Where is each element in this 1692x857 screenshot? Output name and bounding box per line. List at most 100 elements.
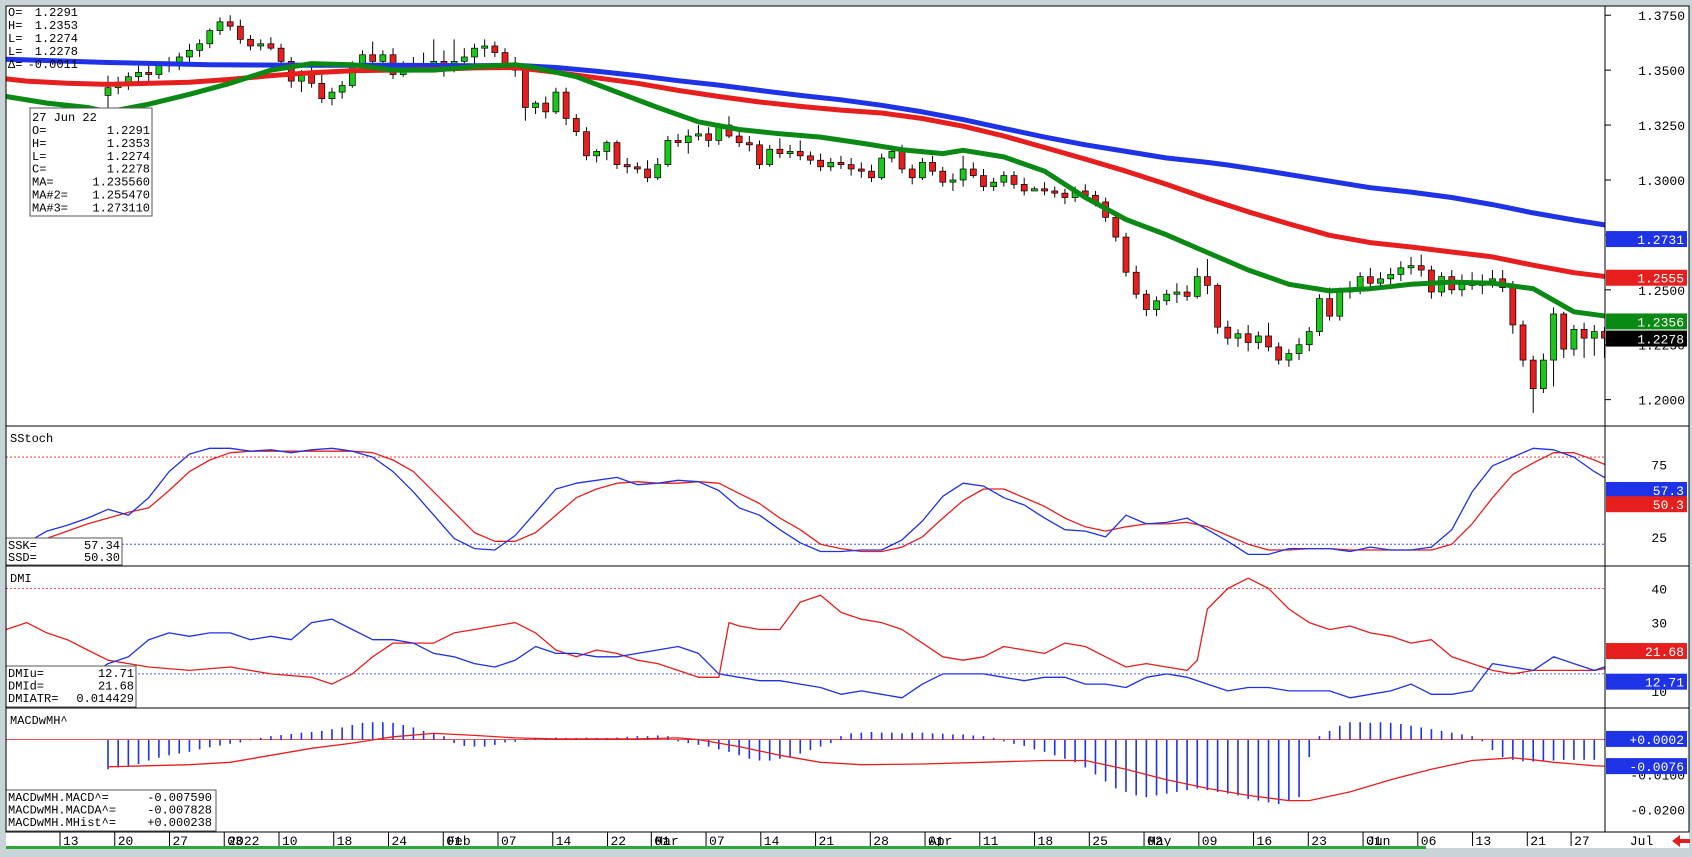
info-box-label: C=: [32, 163, 46, 177]
x-tick-label: 22: [611, 834, 627, 849]
candle-down: [287, 61, 295, 82]
macd-marker-1: -0.0076: [1629, 760, 1684, 775]
macd-readout-value: -0.007828: [147, 804, 212, 818]
candle-up: [196, 43, 203, 51]
x-month-label: 2022: [228, 834, 259, 849]
x-month-label: Mar: [655, 834, 678, 849]
info-box: [29, 107, 153, 217]
stoch-readout-label: SSD=: [8, 551, 37, 565]
x-tick-label: 28: [873, 834, 889, 849]
candle-down: [1143, 293, 1150, 310]
scroll-arrow-icon: [1672, 835, 1690, 847]
candle-down: [1112, 216, 1120, 238]
dmi-readout-label: DMIATR=: [8, 692, 58, 706]
stoch-marker-1: 50.3: [1653, 498, 1684, 513]
candle-down: [572, 118, 580, 132]
info-box-label: MA#3=: [32, 201, 68, 215]
candle-down: [522, 69, 529, 108]
readout-label: H=: [8, 19, 22, 33]
info-box-value: 1.2353: [107, 137, 150, 151]
candle-down: [308, 74, 315, 84]
info-box-value: 1.255470: [92, 189, 150, 203]
candle-down: [1204, 276, 1211, 286]
info-box-date: 27 Jun 22: [32, 111, 97, 125]
readout-value: 1.2353: [35, 19, 78, 33]
info-box-label: MA=: [32, 176, 54, 190]
candle-up: [1193, 276, 1201, 297]
candle-down: [1224, 326, 1232, 339]
chart-frame: [5, 5, 1690, 833]
dmi-readout-value: 12.71: [98, 667, 134, 681]
candle-down: [1132, 271, 1140, 295]
info-box-label: L=: [32, 150, 46, 164]
candle-up: [1254, 335, 1262, 343]
candle-down: [847, 164, 855, 170]
stoch-d-line: [6, 450, 1605, 553]
candle-down: [1417, 265, 1425, 271]
candle-down: [1265, 335, 1272, 348]
macd-readout-label: MACDwMH.MHist^=: [8, 816, 116, 830]
dmi-tick-label: 40: [1651, 582, 1667, 597]
bottom-strip: [6, 846, 1426, 849]
candle-down: [562, 91, 570, 119]
readout-label: L=: [8, 32, 22, 46]
candle-up: [878, 157, 886, 179]
macd-tick-label: -0.0200: [1630, 803, 1685, 818]
x-month-label: Jul: [1630, 834, 1654, 849]
candle-up: [888, 151, 896, 159]
candle-up: [684, 135, 692, 143]
macd-readout-box: [5, 789, 217, 832]
candle-down: [236, 25, 244, 40]
axis-background: [1605, 6, 1689, 832]
dmi-readout-value: 21.68: [98, 680, 134, 694]
stoch-readout-value: 50.30: [84, 551, 120, 565]
x-tick-label: 21: [1530, 834, 1546, 849]
price-marker-3: 1.2278: [1637, 333, 1684, 348]
macd-marker-0: +0.0002: [1629, 733, 1684, 748]
candle-down: [969, 168, 977, 176]
candle-up: [135, 71, 142, 78]
candle-up: [1550, 313, 1557, 361]
stoch-k-line: [6, 447, 1605, 556]
candle-up: [664, 140, 672, 165]
macd-readout-value: +0.000238: [147, 816, 212, 830]
candle-up: [206, 30, 214, 45]
candle-down: [277, 47, 285, 62]
x-tick-label: 13: [1476, 834, 1492, 849]
candle-up: [1295, 344, 1303, 354]
candle-down: [369, 54, 377, 62]
macd-readout-value: -0.007590: [147, 791, 212, 805]
macd-marker-0-box: [1606, 730, 1687, 747]
ma2-line: [6, 65, 1605, 280]
candle-up: [471, 47, 478, 58]
candle-down: [1509, 287, 1517, 326]
candle-up: [766, 148, 774, 165]
x-axis-band: [6, 832, 1689, 848]
candle-up: [328, 91, 336, 100]
stoch-tick-label: 75: [1651, 458, 1667, 473]
candle-up: [257, 43, 265, 47]
candle-down: [1010, 175, 1018, 185]
candle-down: [542, 102, 550, 113]
candle-down: [776, 148, 784, 154]
candle-down: [583, 131, 590, 157]
candle-down: [1122, 236, 1130, 273]
x-tick-label: 18: [1038, 834, 1054, 849]
candle-down: [267, 43, 275, 49]
candle-down: [1326, 298, 1333, 317]
stoch-tick-label: 25: [1651, 531, 1667, 546]
x-tick-label: 10: [282, 834, 298, 849]
readout-value: 1.2291: [35, 6, 78, 20]
candle-up: [155, 65, 163, 75]
x-tick-label: 18: [337, 834, 353, 849]
x-tick-label: 01: [1366, 834, 1382, 849]
candle-up: [338, 85, 346, 93]
candle-down: [644, 168, 651, 179]
candle-up: [1031, 188, 1038, 192]
readout-value: 1.2278: [35, 45, 78, 59]
candle-down: [929, 162, 936, 172]
candle-up: [1407, 265, 1415, 269]
price-marker-2: 1.2356: [1637, 315, 1684, 330]
price-marker-2-box: [1606, 313, 1687, 330]
candle-down: [145, 71, 153, 75]
